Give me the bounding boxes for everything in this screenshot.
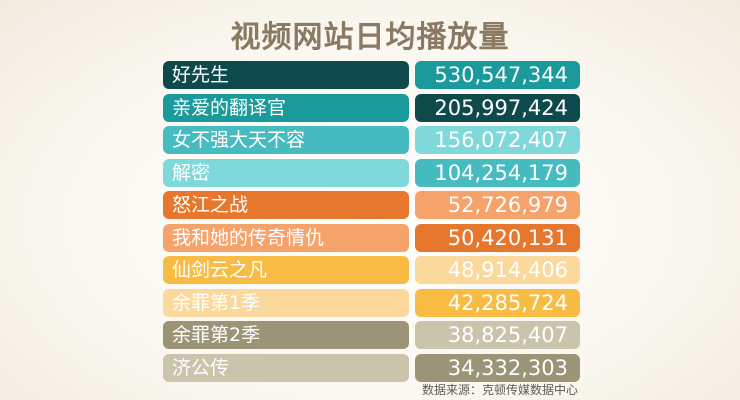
table-row: 济公传 34,332,303 <box>163 353 580 382</box>
chart-title: 视频网站日均播放量 <box>230 20 510 55</box>
show-name-cell: 余罪第2季 <box>163 321 409 349</box>
show-name-cell: 我和她的传奇情仇 <box>163 223 409 252</box>
data-source-note: 数据来源：克顿传媒数据中心 <box>421 383 578 397</box>
daily-views-cell: 38,825,407 <box>415 321 580 349</box>
show-name-cell: 解密 <box>163 158 409 187</box>
daily-views-cell: 530,547,344 <box>415 61 580 89</box>
daily-views-cell: 205,997,424 <box>415 93 580 122</box>
table-row: 怒江之战 52,726,979 <box>163 191 580 219</box>
show-name-cell: 好先生 <box>163 61 409 89</box>
daily-views-cell: 104,254,179 <box>415 158 580 187</box>
show-name-cell: 亲爱的翻译官 <box>163 93 409 122</box>
table-row: 解密 104,254,179 <box>163 158 580 187</box>
table-row: 仙剑云之凡 48,914,406 <box>163 256 580 284</box>
ranking-table: 好先生 530,547,344 亲爱的翻译官 205,997,424 女不强大天不容 15… <box>163 61 580 386</box>
daily-views-cell: 48,914,406 <box>415 256 580 284</box>
daily-views-cell: 34,332,303 <box>415 353 580 382</box>
show-name-cell: 余罪第1季 <box>163 288 409 317</box>
table-row: 余罪第2季 38,825,407 <box>163 321 580 349</box>
table-row: 亲爱的翻译官 205,997,424 <box>163 93 580 122</box>
daily-views-cell: 42,285,724 <box>415 288 580 317</box>
table-row: 余罪第1季 42,285,724 <box>163 288 580 317</box>
show-name-cell: 女不强大天不容 <box>163 126 409 154</box>
show-name-cell: 怒江之战 <box>163 191 409 219</box>
table-row: 女不强大天不容 156,072,407 <box>163 126 580 154</box>
table-row: 好先生 530,547,344 <box>163 61 580 89</box>
show-name-cell: 仙剑云之凡 <box>163 256 409 284</box>
daily-views-cell: 50,420,131 <box>415 223 580 252</box>
table-row: 我和她的传奇情仇 50,420,131 <box>163 223 580 252</box>
daily-views-cell: 156,072,407 <box>415 126 580 154</box>
show-name-cell: 济公传 <box>163 353 409 382</box>
daily-views-cell: 52,726,979 <box>415 191 580 219</box>
